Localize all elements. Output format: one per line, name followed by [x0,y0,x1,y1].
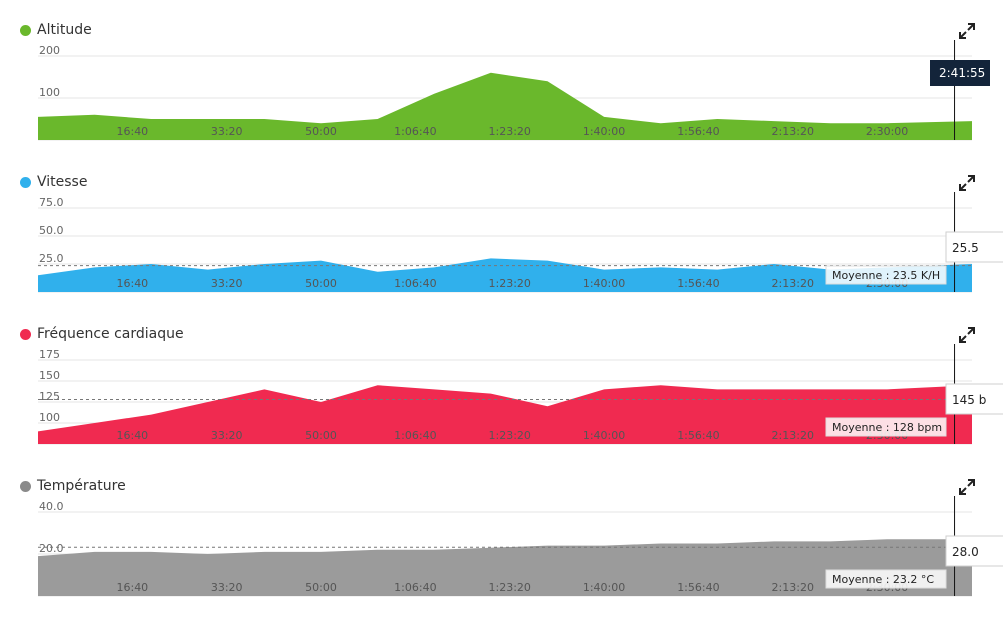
x-tick-label: 33:20 [211,581,243,594]
expand-icon[interactable] [958,174,976,192]
x-tick-label: 50:00 [305,429,337,442]
y-tick-label: 150 [39,369,60,382]
frequence-cardiaque-plot: 7510012515017516:4033:2050:001:06:401:23… [38,344,1003,445]
y-tick-label: 40.0 [39,500,64,513]
chart-header: Fréquence cardiaque [20,324,184,344]
expand-icon[interactable] [958,326,976,344]
cursor-time-box [930,60,990,86]
cursor-value-label: 145 b [952,393,986,407]
chart-panel-altitude: Altitude 010020016:4033:2050:001:06:401:… [0,0,1003,152]
cursor-value-box [945,535,1003,567]
chart-title: Altitude [37,22,92,38]
chart-panel-vitesse: Vitesse 0.025.050.075.016:4033:2050:001:… [0,152,1003,304]
x-tick-label: 50:00 [305,581,337,594]
cursor-value-box [945,383,1003,415]
chart-title: Température [37,478,126,494]
y-tick-label: 100 [39,411,60,424]
x-tick-label: 2:13:20 [772,125,814,138]
series-area [38,72,972,140]
legend-dot [20,328,31,340]
x-tick-label: 1:23:20 [489,581,531,594]
y-tick-label: 100 [39,86,60,99]
x-tick-label: 1:23:20 [489,125,531,138]
x-tick-label: 2:13:20 [772,277,814,290]
x-tick-label: 16:40 [116,429,148,442]
cursor-time-label: 2:41:55 [939,66,985,80]
series-area [38,258,972,292]
average-label-box [825,265,947,285]
y-tick-label: 175 [39,348,60,361]
vitesse-plot: 0.025.050.075.016:4033:2050:001:06:401:2… [38,192,1003,293]
chart-header: Vitesse [20,172,87,192]
x-tick-label: 2:13:20 [772,581,814,594]
expand-icon[interactable] [958,22,976,40]
average-label: Moyenne : 23.5 K/H [832,269,940,282]
x-tick-label: 1:56:40 [677,125,719,138]
average-label: Moyenne : 23.2 °C [832,573,934,586]
y-tick-label: 125 [39,390,60,403]
x-tick-label: 1:56:40 [677,429,719,442]
x-tick-label: 50:00 [305,125,337,138]
x-tick-label: 1:56:40 [677,581,719,594]
x-tick-label: 1:23:20 [489,277,531,290]
y-tick-label: 20.0 [39,542,64,555]
x-tick-label: 1:06:40 [394,125,436,138]
x-tick-label: 16:40 [116,581,148,594]
x-tick-label: 1:40:00 [583,125,625,138]
altitude-plot: 010020016:4033:2050:001:06:401:23:201:40… [38,40,990,141]
average-label-box [825,417,947,437]
x-tick-label: 1:40:00 [583,429,625,442]
cursor-value-box [945,231,1003,263]
series-area [38,539,972,596]
y-tick-label: 25.0 [39,252,64,265]
chart-header: Altitude [20,20,92,40]
x-tick-label: 50:00 [305,277,337,290]
temperature-plot: 0.020.040.016:4033:2050:001:06:401:23:20… [38,496,1003,597]
cursor-value-label: 25.5 [952,241,979,255]
chart-title: Vitesse [37,174,88,190]
x-tick-label: 1:23:20 [489,429,531,442]
average-label-box [825,569,947,589]
y-tick-label: 200 [39,44,60,57]
average-label: Moyenne : 128 bpm [832,421,942,434]
y-tick-label: 75.0 [39,196,64,209]
legend-dot [20,176,31,188]
x-tick-label: 33:20 [211,429,243,442]
series-area [38,385,972,444]
x-tick-label: 1:06:40 [394,429,436,442]
x-tick-label: 2:30:00 [866,125,908,138]
y-tick-label: 50.0 [39,224,64,237]
x-tick-label: 1:40:00 [583,581,625,594]
x-tick-label: 16:40 [116,277,148,290]
chart-header: Température [20,476,126,496]
x-tick-label: 2:13:20 [772,429,814,442]
x-tick-label: 16:40 [116,125,148,138]
x-tick-label: 1:56:40 [677,277,719,290]
x-tick-label: 1:40:00 [583,277,625,290]
expand-icon[interactable] [958,478,976,496]
x-tick-label: 33:20 [211,277,243,290]
cursor-value-label: 28.0 [952,545,979,559]
x-tick-label: 33:20 [211,125,243,138]
x-tick-label: 1:06:40 [394,277,436,290]
legend-dot [20,24,31,36]
x-tick-label: 1:06:40 [394,581,436,594]
chart-title: Fréquence cardiaque [37,326,184,342]
legend-dot [20,480,31,492]
chart-panel-frequence-cardiaque: Fréquence cardiaque 7510012515017516:403… [0,304,1003,456]
chart-panel-temperature: Température 0.020.040.016:4033:2050:001:… [0,456,1003,608]
